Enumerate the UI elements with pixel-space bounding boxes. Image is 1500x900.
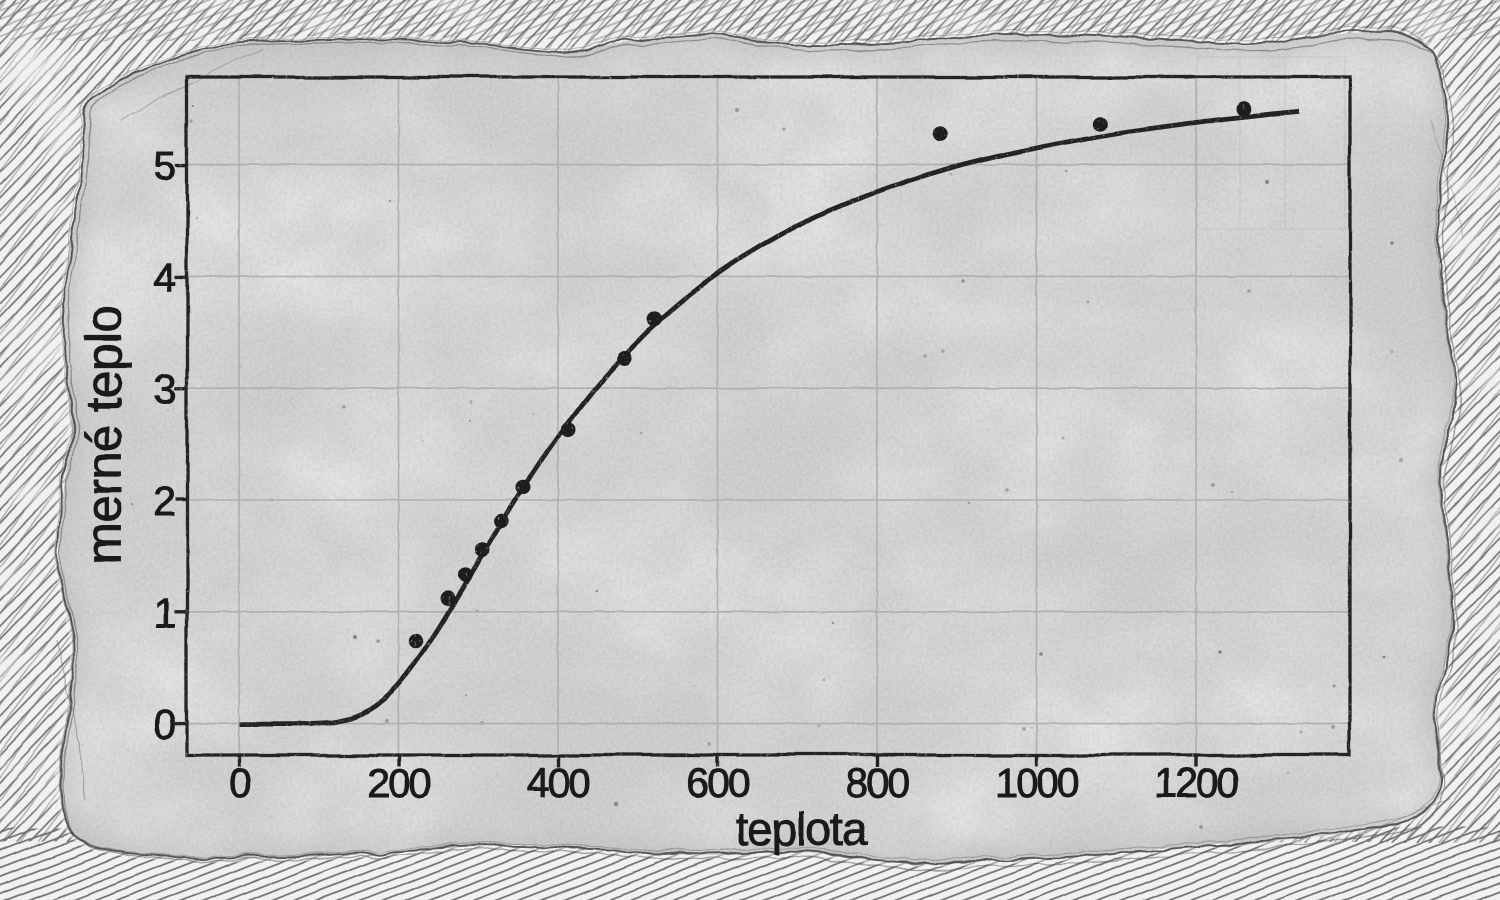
svg-text:800: 800: [846, 760, 910, 806]
svg-text:0: 0: [153, 702, 175, 748]
svg-text:600: 600: [686, 760, 750, 806]
svg-text:4: 4: [153, 254, 175, 300]
svg-text:0: 0: [229, 760, 251, 806]
svg-text:5: 5: [153, 143, 175, 189]
svg-text:merné teplo: merné teplo: [76, 306, 132, 565]
svg-text:1200: 1200: [1154, 760, 1238, 806]
svg-text:1000: 1000: [995, 760, 1079, 806]
svg-text:400: 400: [527, 760, 591, 806]
svg-text:3: 3: [153, 366, 174, 412]
svg-text:1: 1: [153, 590, 174, 636]
svg-text:2: 2: [153, 478, 174, 524]
svg-text:200: 200: [367, 760, 431, 806]
svg-text:teplota: teplota: [735, 803, 868, 855]
